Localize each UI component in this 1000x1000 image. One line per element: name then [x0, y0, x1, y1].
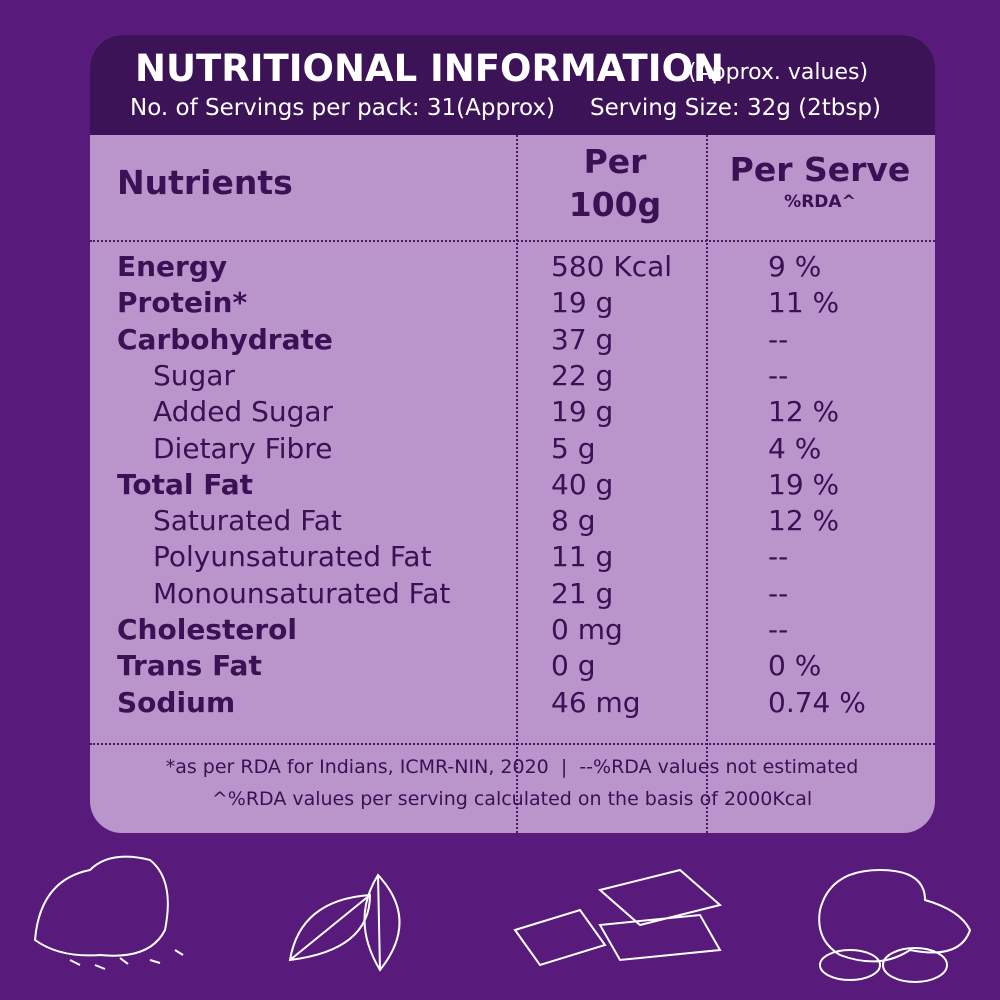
table-row: Dietary Fibre 5 g 4 %: [90, 431, 935, 467]
oats-grains: [69, 949, 184, 970]
nutrient-name: Polyunsaturated Fat: [153, 540, 432, 574]
peanut-sketch: [818, 868, 972, 963]
per-100g: 21 g: [551, 576, 614, 610]
per-100g: 0 g: [551, 649, 596, 683]
table-row: Energy 580 Kcal 9 %: [90, 249, 935, 285]
footnote: ^%RDA values per serving calculated on t…: [211, 788, 813, 810]
rda: 0 %: [768, 649, 822, 683]
nutrient-name: Sugar: [153, 358, 235, 392]
nutrient-name: Dietary Fibre: [153, 431, 333, 465]
rda: 4 %: [768, 431, 822, 465]
per-100g: 19 g: [551, 286, 614, 320]
servings: No. of Servings per pack: 31(Approx): [130, 95, 555, 121]
nutrition-card: NUTRITIONAL INFORMATION (Approx. values)…: [90, 35, 935, 833]
peanut-sketch: [882, 947, 948, 983]
column-header: Nutrients: [117, 163, 293, 202]
rda: --: [768, 613, 789, 646]
oats-sketch: [33, 855, 169, 957]
table-row: Sugar 22 g --: [90, 358, 935, 394]
nutrient-name: Cholesterol: [117, 613, 297, 646]
rda: 19 %: [768, 467, 840, 501]
table-row: Monounsaturated Fat 21 g --: [90, 576, 935, 612]
row-divider: [90, 240, 935, 242]
rda: 12 %: [768, 395, 840, 429]
nutrient-name: Saturated Fat: [153, 504, 342, 538]
nutrient-name: Trans Fat: [117, 649, 262, 683]
per-100g: 11 g: [551, 540, 614, 574]
nutrient-name: Sodium: [117, 685, 236, 719]
table-row: Trans Fat 0 g 0 %: [90, 648, 935, 684]
leaf-sketch: [363, 873, 401, 972]
rda: 0.74 %: [768, 685, 866, 719]
footnote: *as per RDA for Indians, ICMR-NIN, 2020 …: [165, 756, 859, 778]
per-100g: 22 g: [551, 358, 614, 392]
table-row: Carbohydrate 37 g --: [90, 322, 935, 358]
table-row: Saturated Fat 8 g 12 %: [90, 503, 935, 539]
row-divider: [90, 743, 935, 745]
per-100g: 46 mg: [551, 685, 641, 719]
nutrient-name: Monounsaturated Fat: [153, 576, 451, 610]
table-row: Sodium 46 mg 0.74 %: [90, 685, 935, 721]
per-100g: 5 g: [551, 431, 596, 465]
column-header: Per Serve: [729, 150, 911, 189]
table-row: Protein* 19 g 11 %: [90, 285, 935, 321]
rda: 9 %: [768, 250, 822, 283]
header: NUTRITIONAL INFORMATION (Approx. values)…: [90, 35, 935, 135]
leaf-sketch: [288, 893, 372, 962]
table-row: Cholesterol 0 mg --: [90, 612, 935, 648]
column-divider: [706, 135, 708, 833]
nutrient-name: Energy: [117, 250, 228, 283]
column-divider: [516, 135, 518, 833]
column-subheader: %RDA^: [784, 192, 856, 212]
rda: --: [768, 540, 789, 574]
illustrations: [33, 855, 972, 983]
table-row: Added Sugar 19 g 12 %: [90, 394, 935, 430]
per-100g: 0 mg: [551, 613, 623, 646]
rda: --: [768, 358, 789, 392]
table-row: Polyunsaturated Fat 11 g --: [90, 539, 935, 575]
per-100g: 8 g: [551, 504, 596, 538]
rda: 12 %: [768, 504, 840, 538]
peanut-sketch: [819, 949, 881, 981]
rda: --: [768, 576, 789, 610]
column-header: Per: [583, 142, 647, 181]
serving-size: Serving Size: 32g (2tbsp): [590, 95, 881, 121]
per-100g: 580 Kcal: [551, 250, 673, 283]
rda: 11 %: [768, 286, 840, 320]
column-header: 100g: [568, 185, 662, 224]
nutrient-name: Total Fat: [117, 467, 254, 501]
per-100g: 19 g: [551, 395, 614, 429]
per-100g: 40 g: [551, 467, 614, 501]
nutrient-name: Carbohydrate: [117, 322, 333, 356]
rda: --: [768, 322, 789, 356]
table-row: Total Fat 40 g 19 %: [90, 467, 935, 503]
chocolate-sketch: [513, 868, 723, 967]
title-note: (Approx. values): [688, 60, 869, 85]
title: NUTRITIONAL INFORMATION: [135, 47, 724, 90]
per-100g: 37 g: [551, 322, 614, 356]
nutrient-name: Protein*: [117, 286, 248, 320]
nutrient-name: Added Sugar: [153, 395, 334, 429]
